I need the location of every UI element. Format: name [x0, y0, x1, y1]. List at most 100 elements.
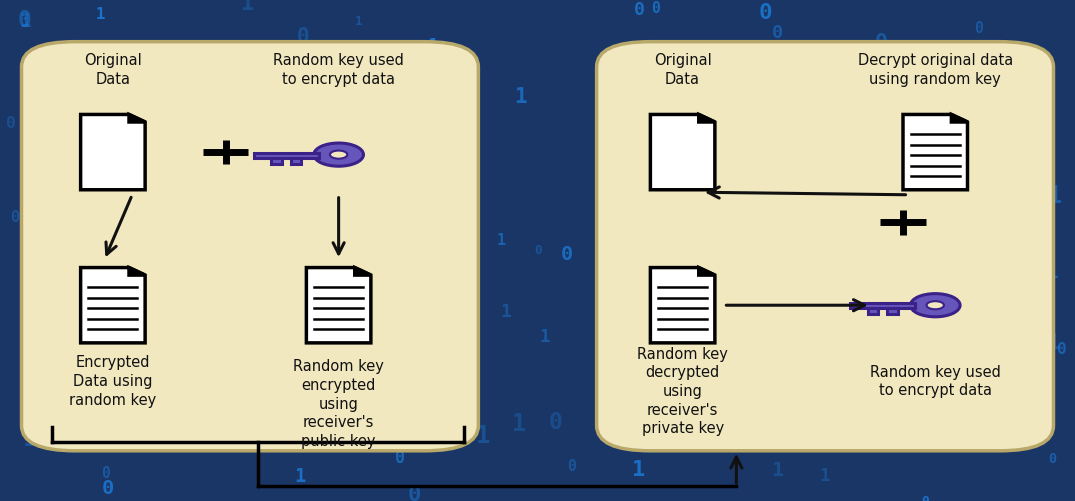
Text: 1: 1: [779, 428, 793, 448]
Text: 0: 0: [262, 248, 276, 271]
Text: 1: 1: [636, 272, 645, 286]
Text: 1: 1: [433, 365, 446, 384]
Text: 0: 0: [895, 406, 905, 421]
Text: 0: 0: [205, 114, 218, 133]
Text: 0: 0: [651, 1, 660, 16]
Text: 0: 0: [101, 478, 114, 497]
Text: 1: 1: [239, 58, 247, 71]
Text: 1: 1: [500, 303, 511, 321]
Circle shape: [330, 151, 347, 159]
Text: Random key used
to encrypt data: Random key used to encrypt data: [273, 54, 404, 87]
Text: 0: 0: [18, 9, 31, 32]
Text: 0: 0: [202, 166, 216, 189]
Text: 1: 1: [540, 327, 549, 345]
Text: 1: 1: [341, 69, 352, 87]
Text: 0: 0: [346, 208, 360, 231]
Text: 0: 0: [281, 201, 293, 220]
Text: 0: 0: [567, 458, 575, 473]
Text: 1: 1: [306, 345, 319, 365]
Text: 0: 0: [141, 234, 152, 253]
Text: 0: 0: [921, 494, 929, 501]
Text: 1: 1: [476, 423, 490, 447]
Text: 0: 0: [101, 465, 110, 480]
Text: 0: 0: [1057, 341, 1067, 356]
Polygon shape: [81, 268, 145, 343]
Text: 0: 0: [1014, 407, 1024, 425]
Text: 1: 1: [808, 136, 820, 155]
Text: 1: 1: [672, 393, 680, 408]
Polygon shape: [290, 158, 301, 164]
Text: 1: 1: [295, 466, 305, 485]
Polygon shape: [129, 268, 145, 276]
Text: 0: 0: [77, 224, 90, 243]
Polygon shape: [699, 115, 715, 123]
Polygon shape: [81, 115, 145, 190]
Text: 0: 0: [297, 27, 310, 47]
Text: 1: 1: [211, 363, 219, 378]
Text: 0: 0: [665, 405, 676, 423]
Text: 1: 1: [632, 459, 645, 479]
Text: 1: 1: [60, 222, 75, 246]
Polygon shape: [903, 115, 968, 190]
Polygon shape: [650, 115, 715, 190]
Text: 1: 1: [735, 42, 748, 65]
FancyBboxPatch shape: [597, 43, 1054, 451]
Text: 1: 1: [186, 397, 198, 416]
Text: 1: 1: [441, 201, 454, 221]
Text: 1: 1: [236, 133, 247, 151]
Text: 0: 0: [361, 337, 371, 355]
Text: 0: 0: [759, 3, 773, 23]
Text: Random key used
to encrypt data: Random key used to encrypt data: [870, 364, 1001, 397]
Text: 1: 1: [241, 0, 254, 14]
Text: 1: 1: [384, 260, 392, 274]
Text: 0: 0: [407, 484, 421, 501]
Text: 0: 0: [300, 352, 310, 367]
Text: 0: 0: [446, 434, 455, 447]
Text: 0: 0: [548, 410, 562, 433]
Text: 0: 0: [904, 315, 914, 330]
Text: 1: 1: [656, 333, 666, 351]
Text: 1: 1: [19, 12, 30, 31]
Text: 0: 0: [111, 152, 123, 171]
Text: 1: 1: [388, 268, 398, 286]
Polygon shape: [850, 304, 916, 309]
Text: 1: 1: [907, 202, 919, 222]
Text: 1: 1: [202, 430, 210, 443]
Text: 1: 1: [137, 54, 149, 73]
Text: 1: 1: [690, 99, 699, 113]
Polygon shape: [355, 268, 371, 276]
Text: 0: 0: [985, 115, 997, 134]
Polygon shape: [129, 115, 145, 123]
Text: 1: 1: [234, 295, 246, 314]
Text: 1: 1: [769, 335, 777, 349]
Text: 0: 0: [875, 33, 888, 53]
Text: 1: 1: [913, 285, 926, 305]
Text: 1: 1: [184, 277, 197, 297]
Text: 1: 1: [819, 466, 830, 484]
Text: 0: 0: [1048, 451, 1056, 465]
Text: 0: 0: [838, 379, 850, 398]
Text: 0: 0: [968, 318, 979, 337]
Polygon shape: [951, 115, 968, 123]
Text: 0: 0: [272, 281, 285, 301]
Polygon shape: [306, 268, 371, 343]
Text: 1: 1: [201, 396, 210, 411]
Text: 0: 0: [5, 116, 15, 131]
Polygon shape: [699, 268, 715, 276]
Text: 0: 0: [773, 349, 782, 363]
FancyBboxPatch shape: [22, 43, 478, 451]
Text: Original
Data: Original Data: [654, 54, 712, 87]
Circle shape: [927, 302, 944, 310]
Circle shape: [314, 144, 363, 167]
Text: 1: 1: [72, 56, 86, 79]
Text: 1: 1: [919, 50, 933, 74]
Text: 1: 1: [515, 87, 527, 106]
Text: 0: 0: [396, 448, 405, 466]
Text: 0: 0: [723, 429, 733, 444]
Text: 0: 0: [60, 315, 73, 335]
Polygon shape: [271, 158, 282, 164]
Text: 0: 0: [983, 365, 993, 384]
Polygon shape: [868, 309, 878, 315]
Text: 0: 0: [90, 367, 100, 382]
Text: 0: 0: [792, 340, 805, 360]
